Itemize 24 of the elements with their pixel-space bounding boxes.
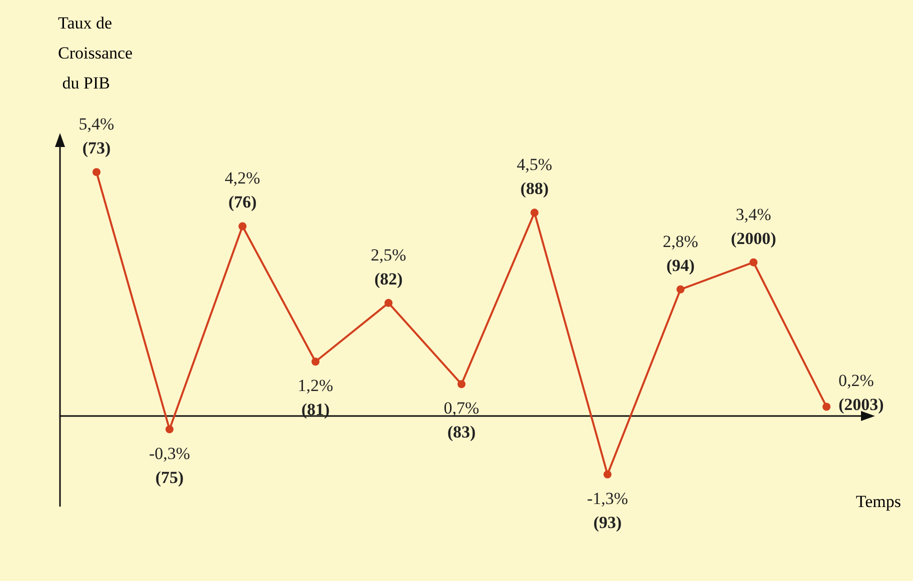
point <box>676 285 684 294</box>
data-label: 2,8% (94) <box>662 232 698 275</box>
point <box>92 168 100 176</box>
data-label: -1,3% (93) <box>586 488 628 532</box>
data-label: -0,3% (75) <box>148 444 190 487</box>
point <box>604 470 612 478</box>
data-label: 1,2% (81) <box>298 376 334 420</box>
point <box>166 425 174 434</box>
point <box>530 208 538 217</box>
data-label: 2,5% (82) <box>370 245 406 288</box>
x-axis-title: Temps <box>856 492 902 511</box>
point <box>384 298 392 307</box>
data-label: 4,5% (88) <box>516 155 552 198</box>
data-label: 5,4% (73) <box>78 114 114 158</box>
y-axis-title: Taux de Croissance du PIB <box>58 14 133 92</box>
data-label: 0,2% (2003) <box>838 371 884 414</box>
point <box>458 380 466 388</box>
data-label: 3,4% (2000) <box>730 204 776 248</box>
point <box>750 258 758 266</box>
point <box>312 358 320 366</box>
point <box>238 222 246 230</box>
data-label: 4,2% (76) <box>224 168 260 212</box>
point <box>822 402 830 411</box>
data-label: 0,7% (83) <box>444 398 480 442</box>
